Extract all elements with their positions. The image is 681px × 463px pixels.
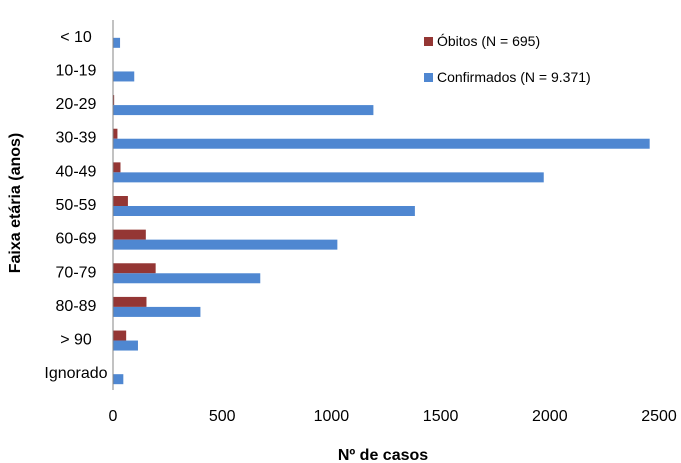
bar-obitos <box>113 296 147 307</box>
y-axis-title: Faixa etária (anos) <box>7 133 24 274</box>
bar-confirmados <box>113 340 138 351</box>
category-label: 10-19 <box>56 62 97 79</box>
legend-swatch <box>424 37 433 46</box>
bar-confirmados <box>113 273 261 284</box>
category-label: 60-69 <box>56 231 97 248</box>
category-label: 20-29 <box>56 96 97 113</box>
bar-obitos <box>113 330 127 341</box>
x-tick-label: 2000 <box>532 408 568 425</box>
bar-confirmados <box>113 374 124 385</box>
category-label: 40-49 <box>56 163 97 180</box>
legend-label: Confirmados (N = 9.371) <box>437 69 591 85</box>
bar-obitos <box>113 263 156 274</box>
x-tick-labels: 0 500 1000 1500 2000 2500 <box>109 408 677 425</box>
category-label: Ignorado <box>44 365 107 382</box>
x-tick-label: 500 <box>209 408 236 425</box>
category-label: < 10 <box>60 29 92 46</box>
bar-confirmados <box>113 239 338 250</box>
bar-confirmados <box>113 172 544 183</box>
category-label: 70-79 <box>56 264 97 281</box>
x-tick-label: 1500 <box>423 408 459 425</box>
bar-obitos <box>113 229 146 240</box>
legend-swatch <box>424 73 433 82</box>
legend: Óbitos (N = 695) Confirmados (N = 9.371) <box>424 33 591 85</box>
bar-confirmados <box>113 306 201 317</box>
x-tick-label: 2500 <box>641 408 677 425</box>
bar-confirmados <box>113 37 121 48</box>
bar-obitos <box>113 196 128 206</box>
x-tick-label: 0 <box>109 408 118 425</box>
category-label: > 90 <box>60 332 92 349</box>
category-label: 80-89 <box>56 298 97 315</box>
bar-confirmados <box>113 138 650 149</box>
bar-obitos <box>113 95 115 106</box>
category-label: 30-39 <box>56 130 97 147</box>
x-tick-label: 1000 <box>314 408 350 425</box>
legend-label: Óbitos (N = 695) <box>437 33 540 49</box>
bars <box>113 37 650 385</box>
bar-confirmados <box>113 71 135 82</box>
bar-obitos <box>113 128 118 139</box>
bar-obitos <box>113 162 121 173</box>
bar-confirmados <box>113 105 374 116</box>
category-label: 50-59 <box>56 197 97 214</box>
x-axis-title: Nº de casos <box>338 447 428 463</box>
bar-confirmados <box>113 206 415 216</box>
category-labels: < 10 10-19 20-29 30-39 40-49 50-59 60-69 70-79 8… <box>44 29 107 382</box>
